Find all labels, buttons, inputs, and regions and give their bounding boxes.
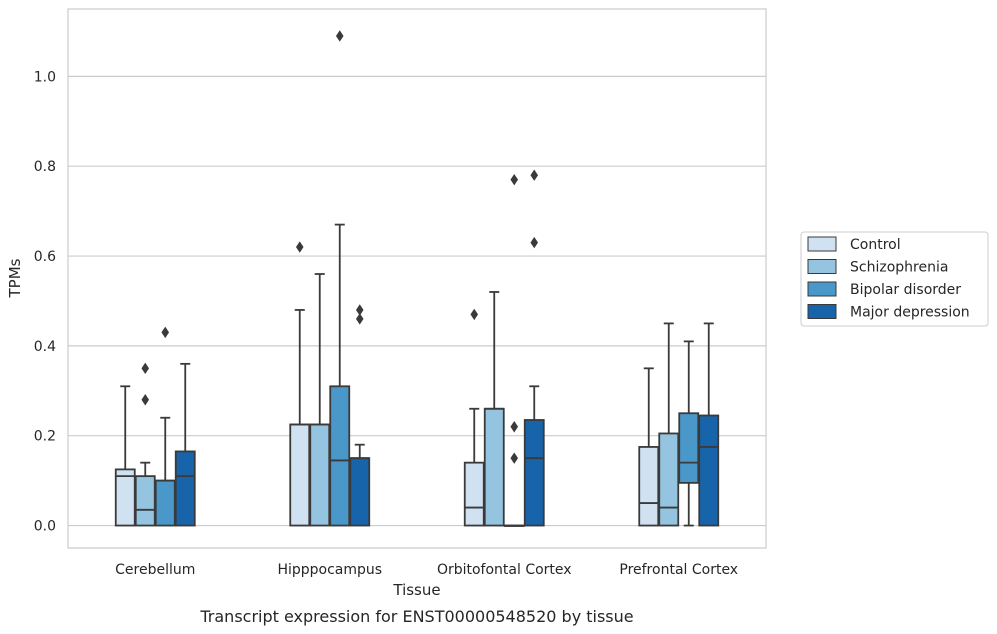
box [349, 457, 371, 527]
plot-frame [67, 8, 767, 549]
outlier-point [510, 173, 519, 186]
outlier-point [141, 394, 150, 406]
y-axis-label: TPMs [6, 258, 24, 298]
box [309, 423, 331, 527]
y-tick-label: 0.8 [34, 159, 56, 175]
box-group [349, 304, 371, 527]
y-tick-label: 1.0 [34, 69, 56, 85]
outlier-point [510, 452, 519, 464]
legend-label: Schizophrenia [850, 260, 948, 276]
legend-label: Bipolar disorder [850, 282, 961, 298]
legend-label: Major depression [850, 305, 970, 321]
legend-swatch [807, 259, 837, 274]
outlier-point [355, 304, 364, 316]
outlier-point [161, 326, 170, 339]
box [463, 461, 485, 527]
legend-swatch [807, 236, 837, 252]
y-tick-label: 0.4 [34, 339, 56, 355]
box-group [289, 241, 311, 527]
legend-swatch [807, 304, 837, 319]
box [289, 423, 311, 527]
box [698, 414, 720, 527]
legend-swatch [807, 281, 837, 297]
box [329, 385, 351, 527]
y-tick-labels: 0.0 0.2 0.4 0.6 0.8 1.0 [34, 69, 56, 534]
outlier-point [141, 362, 150, 375]
legend-frame [800, 231, 989, 327]
y-tick-label: 0.6 [34, 249, 56, 265]
box-group [483, 291, 505, 527]
box [174, 450, 196, 527]
x-tick-label: Orbitofontal Cortex [437, 562, 572, 578]
legend: Control Schizophrenia Bipolar disorder Majo… [800, 231, 989, 327]
x-tick-label: Prefrontal Cortex [619, 562, 738, 578]
box-group [698, 322, 720, 527]
box [154, 479, 176, 527]
box-group [154, 326, 176, 527]
x-tick-label: Hipppocampus [277, 562, 382, 578]
box [483, 407, 505, 527]
box [134, 475, 156, 527]
outlier-point [530, 236, 539, 249]
box-group [658, 322, 680, 527]
box [678, 412, 700, 484]
box-group [523, 169, 545, 527]
box-group [463, 308, 485, 527]
outlier-point [355, 313, 364, 325]
box [638, 446, 660, 527]
box-group [174, 362, 196, 527]
box [658, 432, 680, 527]
box [523, 419, 545, 527]
outlier-point [470, 308, 479, 321]
x-axis-label: Tissue [392, 581, 440, 599]
outlier-point [295, 241, 304, 253]
box-group [503, 173, 525, 527]
boxes [114, 30, 720, 527]
box-group [134, 362, 156, 527]
outlier-point [510, 420, 519, 433]
outlier-point [530, 169, 539, 181]
box [114, 468, 136, 527]
box-group [329, 30, 351, 527]
legend-label: Control [850, 237, 901, 253]
x-tick-labels: Cerebellum Hipppocampus Orbitofontal Corte… [115, 562, 738, 578]
box-group [638, 367, 660, 527]
x-tick-label: Cerebellum [115, 562, 195, 578]
chart-caption: Transcript expression for ENST0000054852… [199, 607, 633, 626]
box-group [114, 385, 136, 527]
y-tick-label: 0.2 [34, 429, 56, 445]
box-group [678, 340, 700, 527]
y-tick-label: 0.0 [34, 519, 56, 535]
outlier-point [335, 30, 344, 42]
box-group [309, 273, 331, 527]
